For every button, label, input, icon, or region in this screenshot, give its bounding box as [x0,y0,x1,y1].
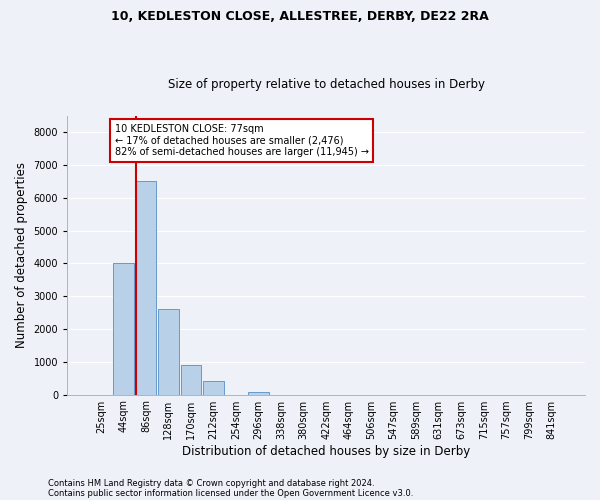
Bar [203,381,224,394]
Bar [158,310,179,394]
Bar [181,365,201,394]
X-axis label: Distribution of detached houses by size in Derby: Distribution of detached houses by size … [182,444,470,458]
Text: 10, KEDLESTON CLOSE, ALLESTREE, DERBY, DE22 2RA: 10, KEDLESTON CLOSE, ALLESTREE, DERBY, D… [111,10,489,23]
Bar [248,392,269,394]
Bar [113,264,134,394]
Y-axis label: Number of detached properties: Number of detached properties [15,162,28,348]
Text: 10 KEDLESTON CLOSE: 77sqm
← 17% of detached houses are smaller (2,476)
82% of se: 10 KEDLESTON CLOSE: 77sqm ← 17% of detac… [115,124,368,158]
Bar [136,182,156,394]
Text: Contains public sector information licensed under the Open Government Licence v3: Contains public sector information licen… [48,488,413,498]
Text: Contains HM Land Registry data © Crown copyright and database right 2024.: Contains HM Land Registry data © Crown c… [48,478,374,488]
Title: Size of property relative to detached houses in Derby: Size of property relative to detached ho… [167,78,485,91]
